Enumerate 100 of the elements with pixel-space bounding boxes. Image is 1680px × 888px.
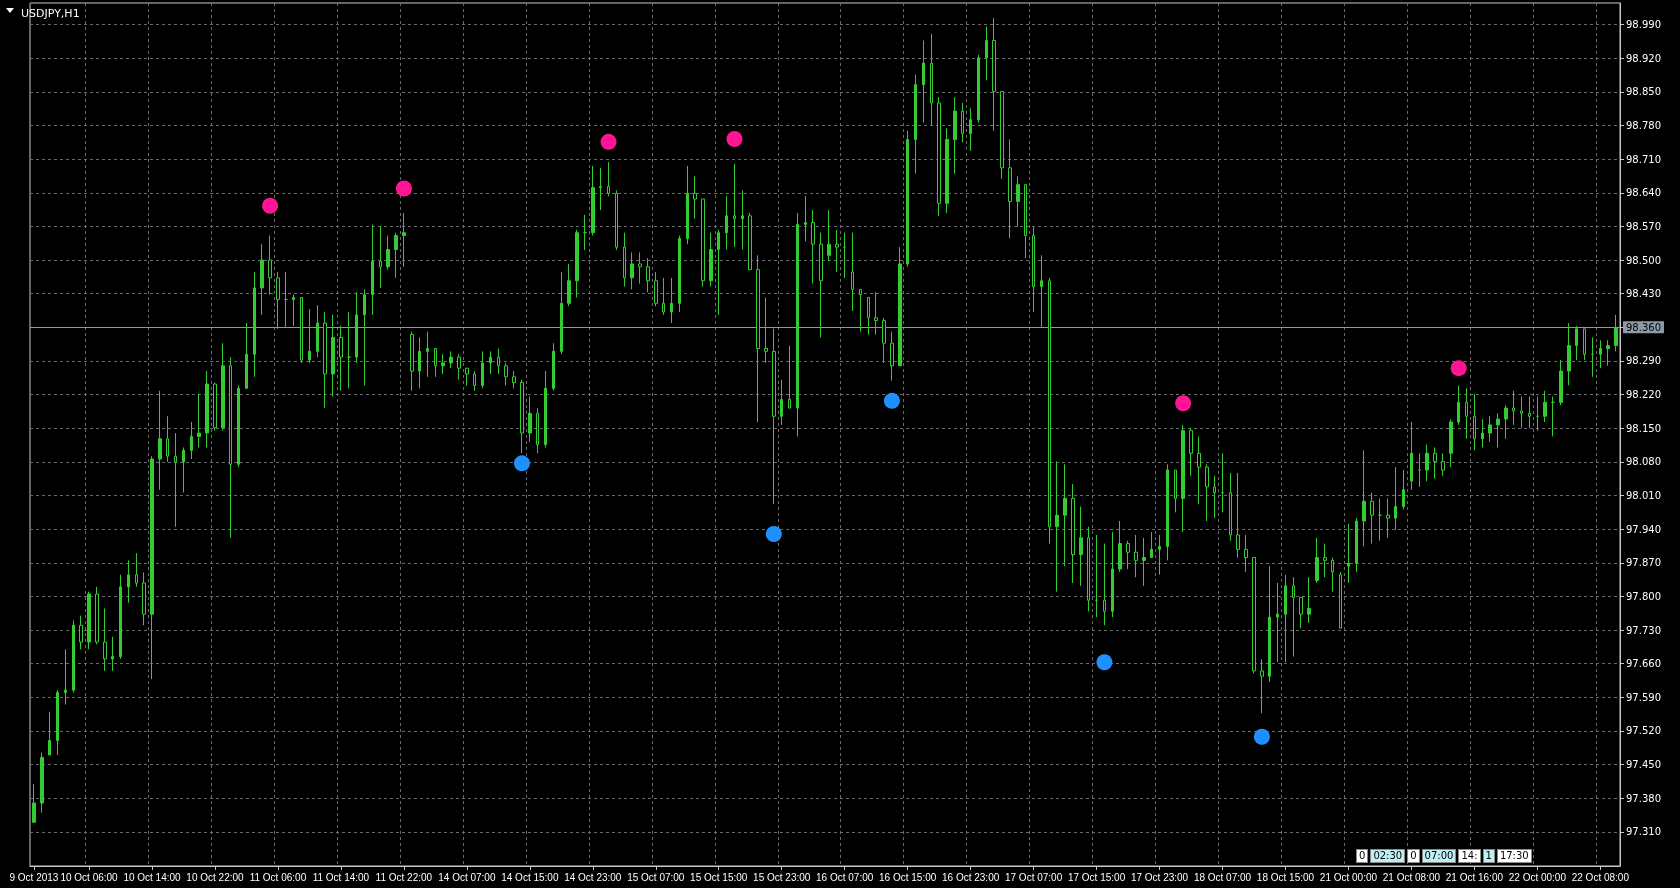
candlestick <box>859 288 862 333</box>
x-tick-label: 14 Oct 15:00 <box>501 871 559 883</box>
candlestick <box>1244 534 1248 573</box>
candlestick <box>520 379 524 454</box>
candlestick <box>64 648 67 706</box>
candlestick <box>717 229 720 316</box>
candlestick <box>646 257 650 293</box>
candlestick <box>867 297 870 336</box>
x-tick-label: 18 Oct 15:00 <box>1256 871 1315 883</box>
y-tick-label: 97.800 <box>1626 590 1661 602</box>
candlestick <box>1103 543 1106 626</box>
candlestick <box>473 370 476 392</box>
candlestick <box>969 107 972 152</box>
candlestick <box>992 17 996 132</box>
candlestick <box>890 331 894 382</box>
y-tick-label: 98.500 <box>1626 254 1661 266</box>
candlestick <box>465 367 469 386</box>
candlestick <box>142 571 146 626</box>
candlestick <box>103 607 107 672</box>
candlestick <box>1299 596 1303 629</box>
y-tick-label: 98.640 <box>1626 187 1661 199</box>
candlestick <box>221 342 225 432</box>
candlestick <box>127 559 130 604</box>
y-tick-label: 98.780 <box>1626 120 1661 132</box>
candlestick <box>1252 557 1256 674</box>
candlestick <box>1536 396 1539 432</box>
annotation: 14: <box>1458 849 1481 863</box>
candlestick <box>1339 571 1342 629</box>
candlestick <box>623 232 626 287</box>
point <box>1175 395 1192 412</box>
candlestick <box>95 586 99 645</box>
x-tick-label: 21 Oct 00:00 <box>1319 871 1378 883</box>
x-tick-label: 10 Oct 06:00 <box>60 871 119 883</box>
candlestick <box>851 232 854 312</box>
candlestick <box>292 294 295 327</box>
candlestick <box>32 783 36 823</box>
candlestick <box>583 214 587 251</box>
y-tick-label: 97.590 <box>1626 691 1661 703</box>
candlestick <box>772 328 776 505</box>
candlestick <box>678 235 681 313</box>
candlestick <box>347 311 351 389</box>
candlestick <box>898 246 902 367</box>
point <box>600 133 617 150</box>
candlestick <box>331 314 335 398</box>
candlestick <box>1276 582 1279 663</box>
candlestick <box>1315 537 1319 584</box>
candlestick <box>245 322 248 389</box>
candlestick <box>1481 418 1484 448</box>
candlestick <box>394 232 398 279</box>
candlestick <box>1599 339 1602 369</box>
y-tick-label: 97.310 <box>1626 826 1661 838</box>
candlestick <box>166 415 169 463</box>
candlestick <box>1008 138 1012 239</box>
x-tick-label: 16 Oct 23:00 <box>941 871 1000 883</box>
candlestick <box>1355 517 1358 573</box>
candlestick <box>1055 460 1059 593</box>
x-tick-label: 22 Oct 08:00 <box>1571 871 1630 883</box>
candlestick <box>1543 390 1547 423</box>
candlestick <box>1158 534 1161 576</box>
candlestick <box>1221 452 1224 513</box>
candlestick <box>709 232 713 287</box>
x-tick-label: 22 Oct 00:00 <box>1508 871 1567 883</box>
candlestick <box>119 574 122 660</box>
chart-title: USDJPY,H1 <box>21 7 80 20</box>
candlestick <box>1559 359 1563 406</box>
candlestick <box>544 370 547 448</box>
candlestick <box>426 331 429 378</box>
y-tick-label: 97.730 <box>1626 624 1661 636</box>
x-tick-label: 21 Oct 08:00 <box>1382 871 1441 883</box>
candlestick <box>158 390 162 491</box>
candlestick <box>260 243 264 316</box>
candlestick <box>402 212 406 268</box>
y-tick-label: 98.150 <box>1626 422 1661 434</box>
y-tick-label: 98.290 <box>1626 355 1661 367</box>
candlestick <box>1520 396 1523 429</box>
candlestick <box>528 396 532 443</box>
ref-line-label: 98.360 <box>1626 321 1661 333</box>
candlestick <box>1370 492 1374 545</box>
candlestick <box>725 195 728 250</box>
candlestick <box>874 291 878 336</box>
candlestick <box>1551 396 1555 437</box>
candlestick <box>796 212 799 437</box>
candlestick <box>1063 463 1067 567</box>
y-tick-label: 98.920 <box>1626 52 1661 64</box>
candlestick <box>1118 520 1122 573</box>
candlestick <box>1260 658 1264 714</box>
candlestick <box>693 175 697 220</box>
candlestick <box>1418 452 1421 488</box>
candlestick <box>1016 175 1020 228</box>
candlestick <box>1512 390 1515 426</box>
candlestick <box>190 421 193 460</box>
candlestick <box>1142 537 1146 587</box>
candlestick <box>670 277 673 324</box>
x-tick-label: 18 Oct 07:00 <box>1193 871 1252 883</box>
candlestick <box>1606 339 1610 367</box>
candlestick <box>481 350 484 389</box>
candlestick <box>788 345 791 409</box>
candlestick <box>1095 534 1098 618</box>
point <box>1253 728 1270 745</box>
y-tick-label: 98.990 <box>1626 19 1661 31</box>
